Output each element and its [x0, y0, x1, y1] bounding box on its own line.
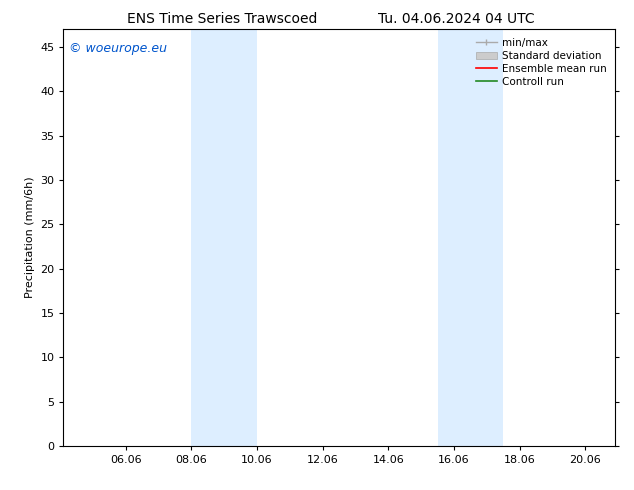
Text: © woeurope.eu: © woeurope.eu	[69, 42, 167, 55]
Legend: min/max, Standard deviation, Ensemble mean run, Controll run: min/max, Standard deviation, Ensemble me…	[473, 35, 610, 90]
Text: ENS Time Series Trawscoed: ENS Time Series Trawscoed	[127, 12, 317, 26]
Bar	[191, 29, 257, 446]
Bar	[437, 29, 503, 446]
Y-axis label: Precipitation (mm/6h): Precipitation (mm/6h)	[25, 177, 35, 298]
Text: Tu. 04.06.2024 04 UTC: Tu. 04.06.2024 04 UTC	[378, 12, 535, 26]
